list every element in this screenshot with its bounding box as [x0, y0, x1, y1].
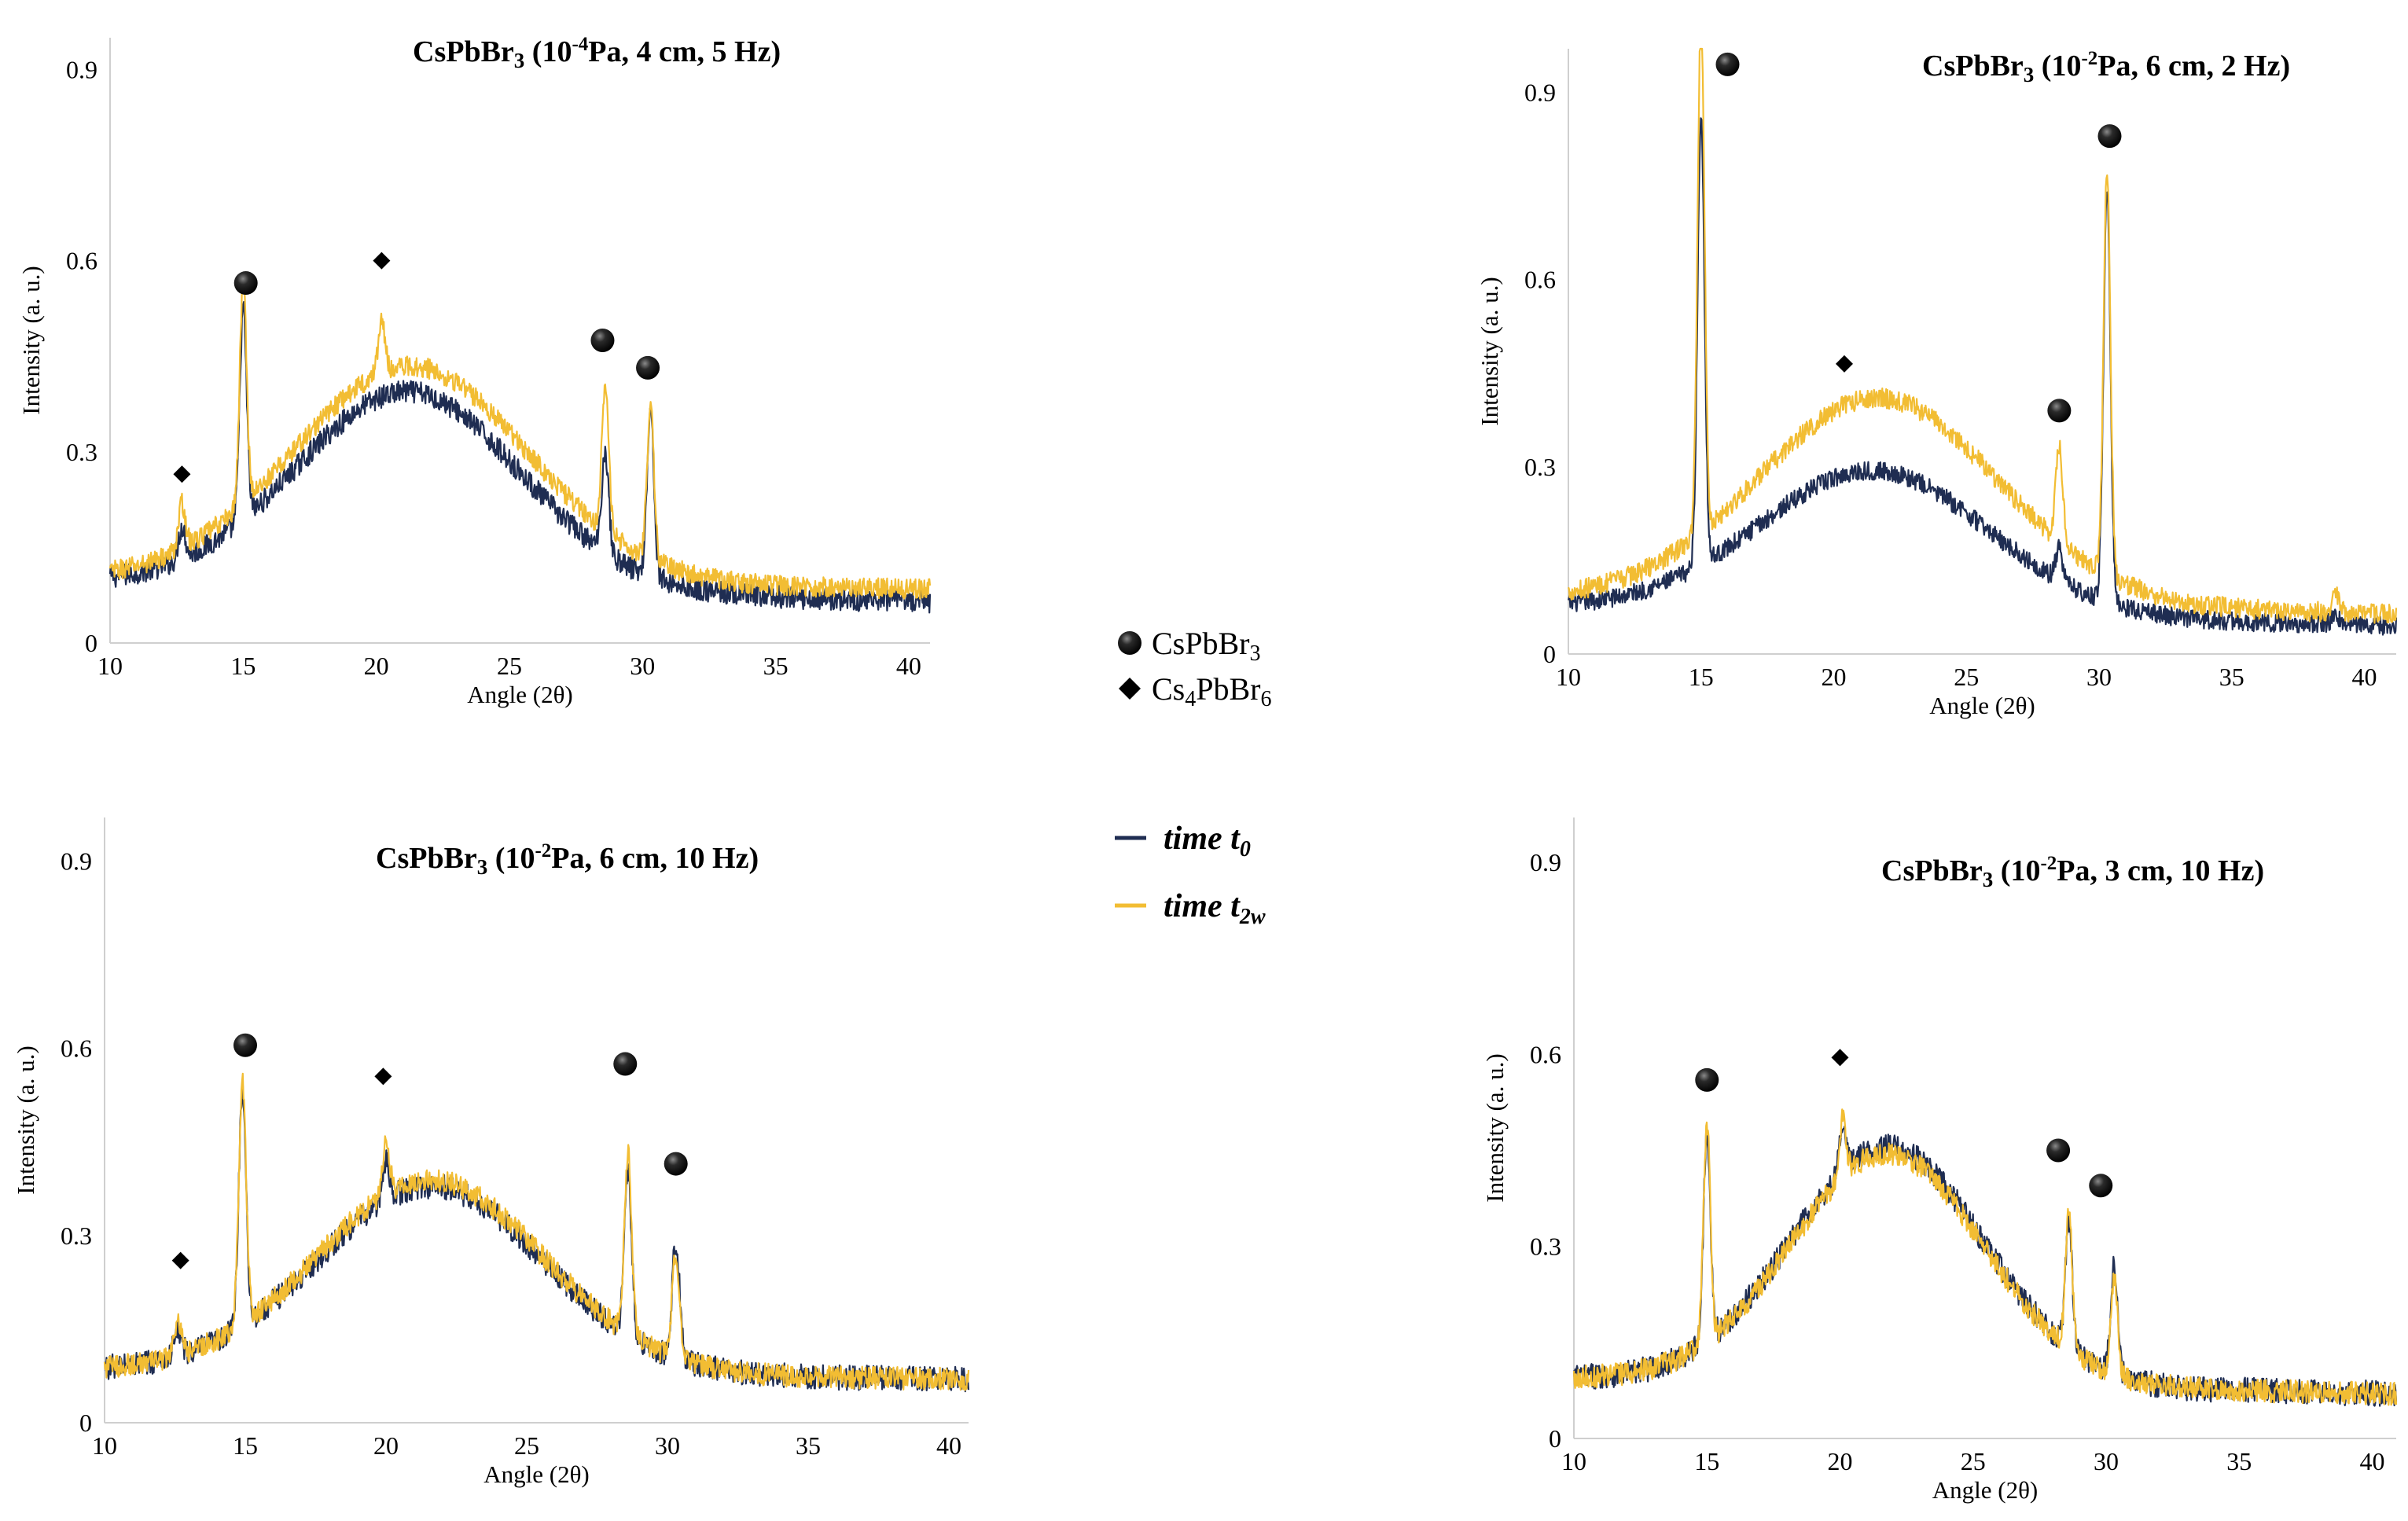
y-tick-label: 0	[85, 629, 97, 657]
xrd-figure: 0 0.3 0.6 0.9 10 15 20 25 30 35 40 Angle (2θ) Intens…	[0, 0, 2408, 1521]
legend-label-time-t2w: time t2w	[1164, 888, 1266, 929]
y-tick-label: 0	[1543, 640, 1556, 668]
y-tick-label: 0.6	[66, 247, 97, 275]
panel-top-left: 0 0.3 0.6 0.9 10 15 20 25 30 35 40 Angle (2θ) Intens…	[17, 34, 930, 708]
x-axis-title: Angle (2θ)	[1932, 1476, 2039, 1504]
panel-title: CsPbBr3 (10-2Pa, 6 cm, 2 Hz)	[1922, 48, 2290, 86]
y-tick-label: 0.9	[61, 847, 92, 876]
series-time-t0-line	[1574, 1126, 2396, 1406]
cs4pbbr6-peak-marker-icon	[1832, 1049, 1849, 1066]
y-tick-label: 0.3	[1524, 453, 1556, 481]
x-tick-label: 15	[233, 1431, 258, 1460]
x-tick-label: 40	[2360, 1447, 2385, 1475]
y-axis-title: Intensity (a. u.)	[17, 266, 45, 414]
x-tick-label: 25	[514, 1431, 539, 1460]
cspbbr3-peak-marker-icon	[2046, 1139, 2070, 1163]
x-axis-title: Angle (2θ)	[467, 681, 573, 708]
x-tick-label: 35	[796, 1431, 821, 1460]
x-tick-label: 30	[655, 1431, 680, 1460]
legend-diamond-marker-icon	[1119, 678, 1141, 700]
y-tick-label: 0	[1549, 1424, 1561, 1453]
x-tick-label: 25	[497, 652, 522, 680]
x-tick-label: 35	[2226, 1447, 2252, 1475]
x-axis-title: Angle (2θ)	[483, 1460, 590, 1488]
x-tick-label: 10	[1561, 1447, 1586, 1475]
cs4pbbr6-peak-marker-icon	[173, 465, 190, 483]
y-tick-label: 0	[79, 1409, 92, 1437]
y-tick-label: 0.6	[1530, 1040, 1561, 1068]
x-tick-label: 35	[763, 652, 789, 680]
series-time-t2w-line	[1574, 1109, 2396, 1405]
y-axis-title: Intensity (a. u.)	[12, 1045, 39, 1194]
cspbbr3-peak-marker-icon	[2089, 1174, 2112, 1197]
y-axis-title: Intensity (a. u.)	[1481, 1053, 1509, 1202]
series-time-t2w-line	[105, 1074, 969, 1391]
y-axis-title: Intensity (a. u.)	[1476, 277, 1503, 425]
x-tick-label: 20	[364, 652, 389, 680]
y-tick-label: 0.9	[66, 56, 97, 84]
legend-circle-marker-icon	[1118, 631, 1142, 655]
panel-title: CsPbBr3 (10-2Pa, 3 cm, 10 Hz)	[1881, 853, 2264, 891]
x-tick-label: 40	[936, 1431, 961, 1460]
panel-title: CsPbBr3 (10-2Pa, 6 cm, 10 Hz)	[376, 840, 759, 879]
panel-bottom-left: 0 0.3 0.6 0.9 10 15 20 25 30 35 40 Angle (2θ) Intens…	[12, 817, 969, 1488]
cspbbr3-peak-marker-icon	[590, 329, 614, 352]
y-tick-label: 0.6	[61, 1034, 92, 1063]
y-tick-label: 0.3	[66, 438, 97, 466]
x-tick-label: 10	[92, 1431, 117, 1460]
panel-bottom-right: 0 0.3 0.6 0.9 10 15 20 25 30 35 40 Angle (2θ) Intens…	[1481, 817, 2396, 1504]
x-tick-label: 15	[1689, 663, 1714, 691]
x-tick-label: 20	[373, 1431, 399, 1460]
cs4pbbr6-peak-marker-icon	[374, 1067, 392, 1085]
x-tick-label: 35	[2219, 663, 2244, 691]
cspbbr3-peak-marker-icon	[1716, 53, 1740, 76]
series-time-t2w-line	[110, 276, 930, 599]
x-tick-label: 30	[2086, 663, 2112, 691]
cs4pbbr6-peak-marker-icon	[1836, 355, 1853, 373]
x-tick-label: 30	[2094, 1447, 2119, 1475]
x-tick-label: 40	[2352, 663, 2377, 691]
x-tick-label: 15	[1694, 1447, 1719, 1475]
cspbbr3-peak-marker-icon	[1695, 1068, 1719, 1092]
x-tick-label: 20	[1822, 663, 1847, 691]
series-time-t0-line	[105, 1082, 969, 1391]
x-axis-title: Angle (2θ)	[1929, 692, 2035, 719]
legend: CsPbBr3 Cs4PbBr6 time t0 time t2w	[1115, 626, 1272, 929]
series-time-t0-line	[1568, 118, 2396, 634]
cs4pbbr6-peak-marker-icon	[373, 252, 390, 270]
legend-label-time-t0: time t0	[1164, 821, 1251, 862]
x-tick-label: 25	[1961, 1447, 1986, 1475]
x-tick-label: 30	[630, 652, 655, 680]
y-tick-label: 0.6	[1524, 266, 1556, 294]
cspbbr3-peak-marker-icon	[234, 271, 258, 295]
cs4pbbr6-peak-marker-icon	[172, 1252, 189, 1269]
x-tick-label: 10	[97, 652, 123, 680]
cspbbr3-peak-marker-icon	[2098, 124, 2122, 148]
y-tick-label: 0.9	[1524, 79, 1556, 107]
x-tick-label: 40	[896, 652, 921, 680]
panel-top-right: 0 0.3 0.6 0.9 10 15 20 25 30 35 40 Angle (2θ) Intens…	[1476, 48, 2396, 719]
x-tick-label: 25	[1954, 663, 1979, 691]
cspbbr3-peak-marker-icon	[636, 356, 660, 380]
x-tick-label: 10	[1556, 663, 1581, 691]
cspbbr3-peak-marker-icon	[664, 1152, 688, 1176]
legend-label-cs4pbbr6: Cs4PbBr6	[1152, 671, 1272, 711]
legend-label-cspbbr3: CsPbBr3	[1152, 626, 1261, 666]
series-time-t0-line	[110, 302, 930, 612]
y-tick-label: 0.9	[1530, 848, 1561, 876]
cspbbr3-peak-marker-icon	[233, 1034, 257, 1057]
x-tick-label: 15	[230, 652, 256, 680]
y-tick-label: 0.3	[61, 1222, 92, 1250]
panel-title: CsPbBr3 (10-4Pa, 4 cm, 5 Hz)	[413, 34, 781, 72]
y-tick-label: 0.3	[1530, 1233, 1561, 1261]
x-tick-label: 20	[1828, 1447, 1853, 1475]
cspbbr3-peak-marker-icon	[2047, 399, 2071, 422]
cspbbr3-peak-marker-icon	[613, 1053, 637, 1076]
